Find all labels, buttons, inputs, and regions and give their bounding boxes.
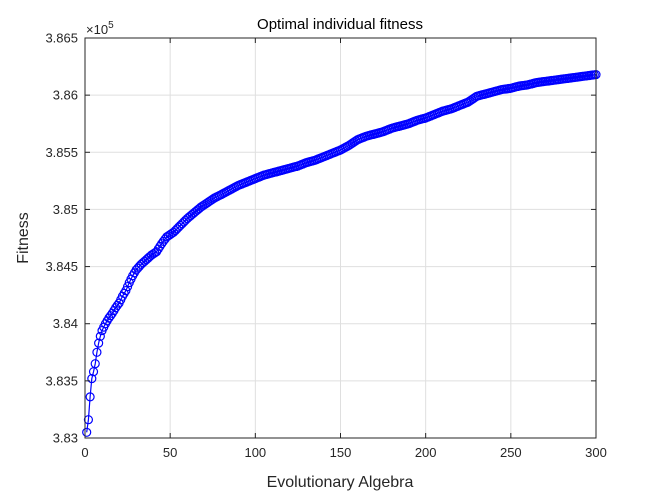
data-point: [87, 373, 97, 384]
x-tick-label: 200: [415, 445, 437, 460]
y-tick-label: 3.83: [53, 431, 78, 446]
x-tick-label: 50: [163, 445, 177, 460]
y-tick-labels: 3.83 3.835 3.84 3.845 3.85 3.855 3.86 3.865: [45, 31, 78, 446]
series-layer: [82, 69, 601, 437]
exponent-power: 5: [108, 20, 114, 31]
x-tick-label: 0: [81, 445, 88, 460]
data-point: [95, 331, 105, 341]
data-point: [121, 285, 131, 296]
tick-marks: [84, 37, 597, 439]
data-point: [90, 359, 100, 369]
x-tick-label: 250: [500, 445, 522, 460]
x-tick-labels: 0 50 100 150 200 250 300: [81, 445, 606, 460]
y-tick-label: 3.86: [53, 88, 78, 103]
x-axis-label: Evolutionary Algebra: [267, 474, 414, 491]
x-tick-label: 100: [244, 445, 266, 460]
y-axis-label: Fitness: [15, 212, 32, 264]
y-tick-label: 3.835: [45, 373, 78, 388]
y-exponent-label: ×105: [86, 20, 114, 37]
x-tick-label: 300: [585, 445, 607, 460]
data-point: [94, 338, 104, 348]
data-point: [122, 281, 133, 292]
data-point: [82, 427, 92, 437]
y-tick-label: 3.85: [53, 202, 78, 217]
chart-title: Optimal individual fitness: [257, 16, 423, 33]
data-point: [85, 392, 95, 402]
y-tick-label: 3.845: [45, 259, 78, 274]
y-tick-label: 3.84: [53, 316, 78, 331]
x-tick-label: 150: [330, 445, 352, 460]
y-tick-label: 3.865: [45, 31, 78, 46]
exponent-base: ×10: [86, 22, 108, 37]
y-tick-label: 3.855: [45, 145, 78, 160]
data-point: [83, 415, 94, 425]
data-point: [92, 347, 102, 357]
